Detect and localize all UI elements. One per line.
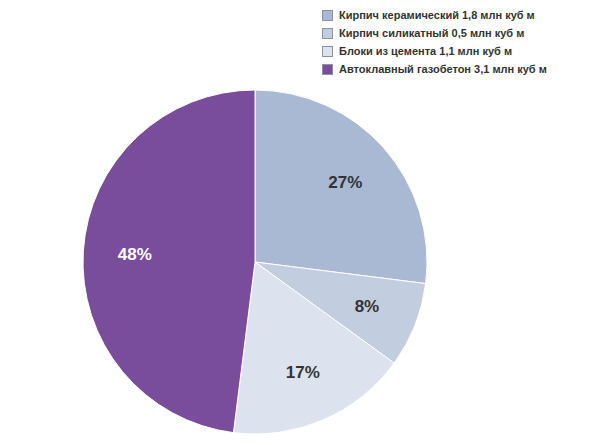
html-text:Кирпич силикатный 0,5 млн куб: Кирпич силикатный 0,5 млн куб м: [339, 27, 525, 39]
html-text:Автоклавный газобетон 3,1 млн: Автоклавный газобетон 3,1 млн куб м: [339, 63, 547, 75]
svg-text:27%: 27%: [328, 173, 362, 192]
svg-text:8%: 8%: [355, 297, 380, 316]
svg-text:17%: 17%: [286, 363, 320, 382]
html-text:Блоки из цемента 1,1 млн куб м: Блоки из цемента 1,1 млн куб м: [339, 45, 513, 57]
html-text:Кирпич керамический 1,8 млн ку: Кирпич керамический 1,8 млн куб м: [339, 9, 535, 21]
svg-text:48%: 48%: [118, 245, 152, 264]
